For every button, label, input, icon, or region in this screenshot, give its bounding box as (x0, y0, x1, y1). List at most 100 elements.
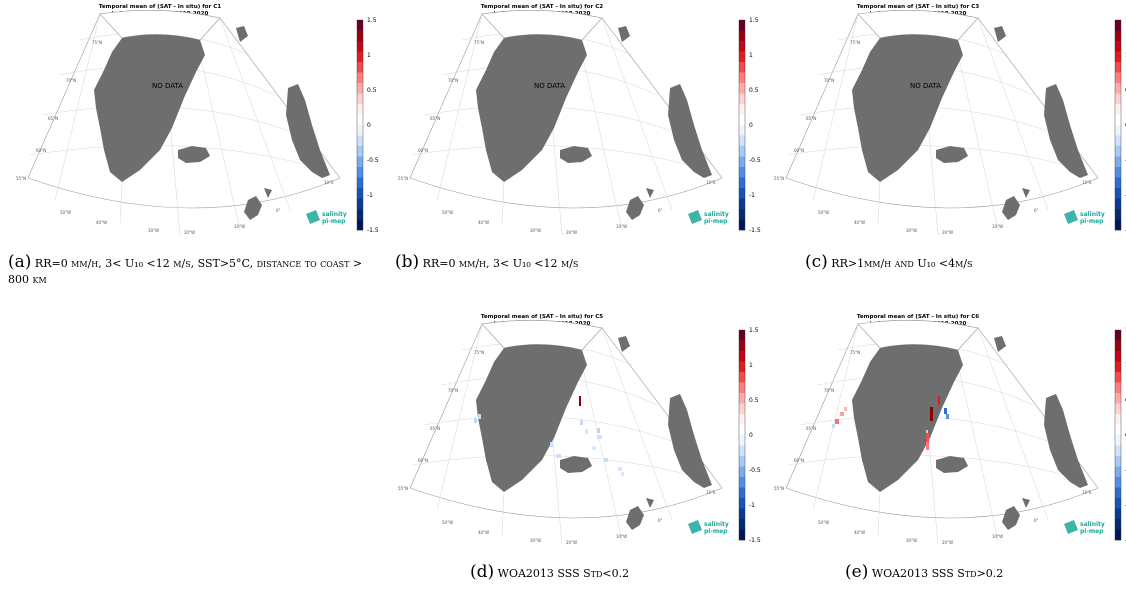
lon-label: 10°W (992, 224, 1003, 229)
lon-label: 10°W (616, 534, 627, 539)
salinity-pimep-logo: salinity pi-mep (688, 210, 729, 225)
svg-text:pi-mep: pi-mep (322, 218, 346, 225)
colorbar-tick-label: 1.5 (749, 17, 759, 24)
lon-label: 30°W (906, 538, 917, 543)
lon-label: 30°W (148, 228, 159, 233)
colorbar-tick-label: -0.5 (749, 467, 761, 474)
colorbar-tick-label: -1 (367, 192, 373, 199)
scandinavia-landmass (668, 394, 712, 488)
data-cell (844, 407, 847, 411)
data-cell (597, 435, 602, 439)
lon-label: 40°W (478, 530, 489, 535)
salinity-pimep-logo: salinity pi-mep (1064, 520, 1105, 535)
panel-title-line1: Temporal mean of (SAT - In situ) for C1 (98, 4, 222, 10)
lat-label: 70°N (448, 388, 458, 393)
data-cell (618, 467, 622, 471)
no-data-label: NO DATA (910, 82, 941, 90)
lon-label: 40°W (96, 220, 107, 225)
panel-title-line1: Temporal mean of (SAT - In situ) for C3 (856, 4, 980, 10)
data-cell (580, 420, 583, 425)
lon-label: 50°W (442, 210, 453, 215)
salinity-pimep-logo: salinity pi-mep (1064, 210, 1105, 225)
svg-text:pi-mep: pi-mep (1080, 528, 1104, 535)
colorbar-tick-label: -0.5 (749, 157, 761, 164)
colorbar (738, 19, 746, 231)
caption-label: (a) (8, 252, 32, 272)
lat-label: 60°N (794, 458, 804, 463)
lat-label: 70°N (66, 78, 76, 83)
lat-label: 60°N (36, 148, 46, 153)
lat-label: 75°N (474, 40, 484, 45)
caption-label: (d) (470, 562, 495, 582)
greenland-landmass (476, 344, 587, 492)
colorbar (1114, 19, 1122, 231)
panel-title-line1: Temporal mean of (SAT - In situ) for C6 (856, 314, 980, 320)
lon-label: 20°W (184, 230, 195, 235)
iceland-landmass (936, 146, 968, 163)
lon-label: 10°W (234, 224, 245, 229)
caption-text: WOA2013 SSS Std>0.2 (871, 567, 1004, 580)
panel-title-line1: Temporal mean of (SAT - In situ) for C2 (480, 4, 604, 10)
lon-label: 50°W (818, 210, 829, 215)
lat-label: 65°N (430, 116, 440, 121)
map-figure: 75°N 70°N 65°N 60°N 55°N 50°W 40°W 30°W … (774, 317, 1126, 546)
lon-label: 50°W (60, 210, 71, 215)
map-figure: NO DATA 75°N 70°N 65°N 60°N 55°N 50°W 40… (398, 7, 761, 236)
lon-label: 20°W (942, 540, 953, 545)
data-cell (597, 428, 600, 433)
colorbar-tick-label: -1.5 (749, 227, 761, 234)
salinity-pimep-logo: salinity pi-mep (688, 520, 729, 535)
lat-label: 55°N (398, 176, 408, 181)
panel-title-line1: Temporal mean of (SAT - In situ) for C5 (480, 314, 604, 320)
british-isles-landmass (626, 188, 654, 220)
lat-label: 65°N (806, 426, 816, 431)
lon-label: 50°W (818, 520, 829, 525)
colorbar-tick-label: 0.5 (749, 87, 759, 94)
lon-label: 10°E (324, 180, 334, 185)
data-cell (946, 414, 949, 419)
greenland-landmass (476, 34, 587, 182)
map-panel-c: Temporal mean of (SAT - In situ) for C3 … (758, 0, 1126, 240)
data-cell (835, 419, 839, 424)
lat-label: 75°N (474, 350, 484, 355)
lat-label: 60°N (418, 458, 428, 463)
map-panel-b: Temporal mean of (SAT - In situ) for C2 … (382, 0, 761, 240)
caption-text: RR=0 mm/h, 3< U₁₀ <12 m/s, SST>5°C, dist… (8, 257, 363, 286)
colorbar-tick-label: -1.5 (367, 227, 379, 234)
caption-text: RR>1mm/h and U₁₀ <4m/s (831, 257, 973, 270)
caption-d: (d) WOA2013 SSS Std<0.2 (470, 564, 770, 582)
iceland-landmass (560, 146, 592, 163)
caption-label: (e) (845, 562, 869, 582)
svg-text:pi-mep: pi-mep (704, 218, 728, 225)
scandinavia-landmass (286, 84, 330, 178)
map-figure: 75°N 70°N 65°N 60°N 55°N 50°W 40°W 30°W … (398, 317, 761, 546)
colorbar-tick-label: 1.5 (367, 17, 377, 24)
lon-label: 10°W (616, 224, 627, 229)
data-cell (938, 396, 940, 405)
svg-text:salinity: salinity (704, 521, 729, 528)
svg-text:pi-mep: pi-mep (704, 528, 728, 535)
lat-label: 75°N (92, 40, 102, 45)
svalbard-landmass (618, 336, 630, 352)
colorbar-tick-label: -0.5 (367, 157, 379, 164)
colorbar (738, 329, 746, 541)
caption-a: (a) RR=0 mm/h, 3< U₁₀ <12 m/s, SST>5°C, … (8, 254, 378, 288)
svalbard-landmass (994, 336, 1006, 352)
greenland-landmass (94, 34, 205, 182)
svg-text:pi-mep: pi-mep (1080, 218, 1104, 225)
lat-label: 55°N (16, 176, 26, 181)
lon-label: 10°W (992, 534, 1003, 539)
lat-label: 70°N (448, 78, 458, 83)
map-panel-e: Temporal mean of (SAT - In situ) for C6 … (758, 310, 1126, 550)
lon-label: 40°W (854, 530, 865, 535)
map-panel-a: Temporal mean of (SAT - In situ) for C1 … (0, 0, 379, 240)
lon-label: 20°W (566, 540, 577, 545)
svg-text:salinity: salinity (322, 211, 347, 218)
lon-label: 10°E (1082, 180, 1092, 185)
svg-text:salinity: salinity (1080, 211, 1105, 218)
colorbar-tick-label: 0 (749, 122, 753, 129)
svg-text:salinity: salinity (1080, 521, 1105, 528)
caption-label: (c) (805, 252, 828, 272)
colorbar (356, 19, 364, 231)
caption-e: (e) WOA2013 SSS Std>0.2 (845, 564, 1125, 582)
